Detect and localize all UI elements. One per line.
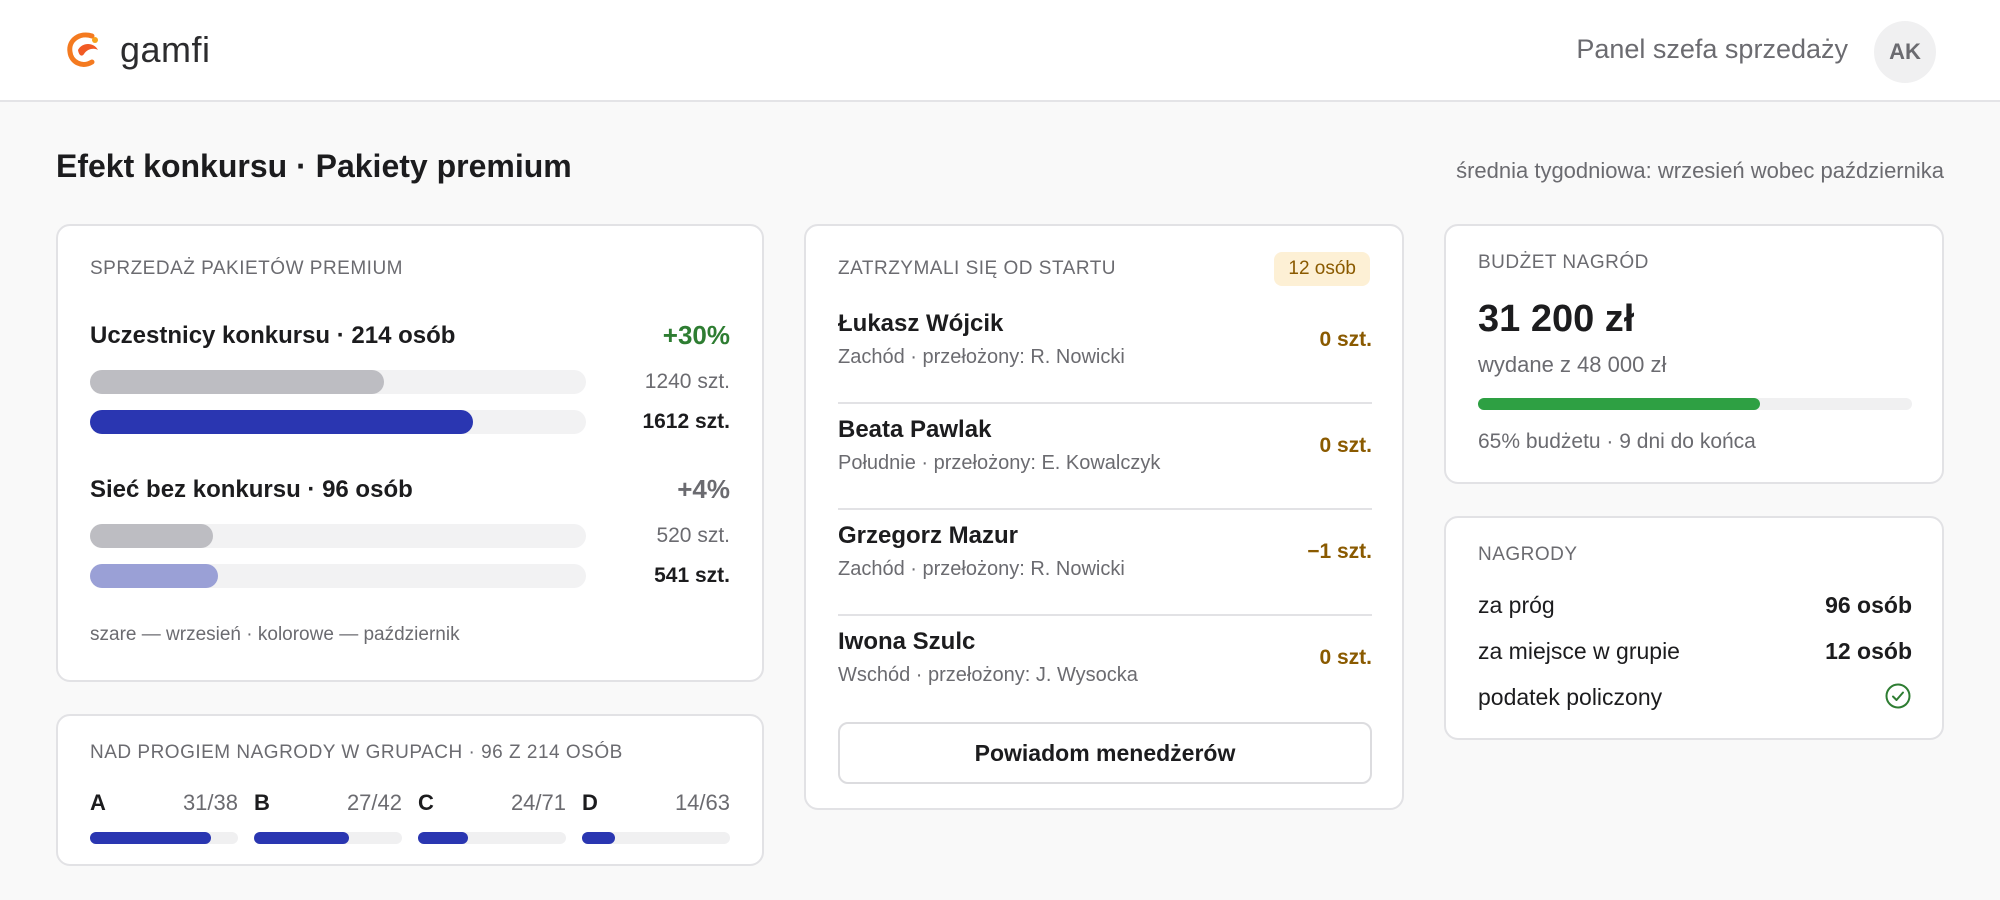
budget-spent-value: 31 200 zł <box>1478 298 1635 340</box>
group-progress-bar <box>90 832 211 844</box>
network-group-change: +4% <box>677 474 730 504</box>
group-progress-bar <box>254 832 349 844</box>
award-value: 12 osób <box>1825 638 1912 664</box>
september-value: 520 szt. <box>656 524 730 547</box>
avatar[interactable]: AK <box>1874 21 1936 83</box>
person-row[interactable]: Beata Pawlak Południe · przełożony: E. K… <box>838 404 1372 510</box>
group-progress-track <box>582 832 730 844</box>
divider <box>838 614 1372 616</box>
divider <box>838 402 1372 404</box>
october-bar-track <box>90 410 586 434</box>
october-value: 1612 szt. <box>642 410 730 433</box>
person-sales: 0 szt. <box>1319 646 1372 669</box>
panel-title: Panel szefa sprzedaży <box>1576 34 1848 64</box>
september-bar <box>90 370 384 394</box>
budget-total-text: wydane z 48 000 zł <box>1478 352 1667 377</box>
divider <box>838 508 1372 510</box>
september-bar-track <box>90 370 586 394</box>
october-bar <box>90 564 218 588</box>
person-sales: 0 szt. <box>1319 328 1372 351</box>
person-name: Beata Pawlak <box>838 416 992 443</box>
group-letter: D <box>582 790 598 815</box>
group-ratio: 31/38 <box>182 790 238 815</box>
card-label: Sprzedaż pakietów premium <box>90 258 404 279</box>
card-label: Budżet nagród <box>1478 252 1649 273</box>
award-label: za miejsce w grupie <box>1478 638 1680 664</box>
bar-legend: szare — wrzesień · kolorowe — październi… <box>90 624 460 645</box>
group-letter: A <box>90 790 106 815</box>
top-bar: gamfi Panel szefa sprzedaży AK <box>0 0 2000 102</box>
person-sales: 0 szt. <box>1319 434 1372 457</box>
page-title: Efekt konkursu · Pakiety premium <box>56 148 572 184</box>
logo[interactable]: gamfi <box>62 28 211 72</box>
budget-progress-track <box>1478 398 1912 410</box>
premium-sales-card: Sprzedaż pakietów premium Uczestnicy kon… <box>56 224 764 682</box>
person-meta: Zachód · przełożony: R. Nowicki <box>838 558 1125 580</box>
october-value: 541 szt. <box>654 564 730 587</box>
award-value: 96 osób <box>1825 592 1912 618</box>
logo-text: gamfi <box>120 29 211 70</box>
award-label: podatek policzony <box>1478 684 1663 710</box>
group-progress-track <box>418 832 566 844</box>
person-meta: Południe · przełożony: E. Kowalczyk <box>838 452 1161 474</box>
awards-card: Nagrody za próg 96 osób za miejsce w gru… <box>1444 516 1944 740</box>
person-name: Grzegorz Mazur <box>838 522 1019 549</box>
person-name: Łukasz Wójcik <box>838 310 1004 337</box>
page-subtitle: średnia tygodniowa: wrzesień wobec paźdz… <box>1456 158 1944 183</box>
award-row-tax: podatek policzony <box>1478 678 1912 718</box>
people-count-badge: 12 osób <box>1274 252 1370 286</box>
september-bar <box>90 524 213 548</box>
gamfi-logo-icon <box>67 32 98 67</box>
september-bar-track <box>90 524 586 548</box>
network-group-title: Sieć bez konkursu · 96 osób <box>90 476 413 503</box>
award-row-group-place: za miejsce w grupie 12 osób <box>1478 632 1912 672</box>
person-meta: Wschód · przełożony: J. Wysocka <box>838 664 1138 686</box>
person-meta: Zachód · przełożony: R. Nowicki <box>838 346 1125 368</box>
notify-managers-button[interactable]: Powiadom menedżerów <box>838 722 1372 784</box>
group-ratio: 27/42 <box>346 790 402 815</box>
budget-progress-bar <box>1478 398 1760 410</box>
reward-budget-card: Budżet nagród 31 200 zł wydane z 48 000 … <box>1444 224 1944 484</box>
person-name: Iwona Szulc <box>838 628 976 655</box>
group-letter: B <box>254 790 270 815</box>
group-ratio: 24/71 <box>510 790 566 815</box>
stopped-since-start-card: Zatrzymali się od startu 12 osób Łukasz … <box>804 224 1404 810</box>
card-label: Nad progiem nagrody w grupach · 96 z 214… <box>90 742 623 763</box>
card-label: Nagrody <box>1478 544 1578 565</box>
october-bar-track <box>90 564 586 588</box>
check-circle-icon <box>1885 683 1911 709</box>
october-bar <box>90 410 473 434</box>
contest-group-change: +30% <box>662 320 730 350</box>
card-label: Zatrzymali się od startu <box>838 258 1117 279</box>
budget-note: 65% budżetu · 9 dni do końca <box>1478 430 1756 453</box>
groups-threshold-card: Nad progiem nagrody w grupach · 96 z 214… <box>56 714 764 866</box>
group-progress-track <box>254 832 402 844</box>
person-row[interactable]: Łukasz Wójcik Zachód · przełożony: R. No… <box>838 298 1372 404</box>
september-value: 1240 szt. <box>644 370 730 393</box>
person-row[interactable]: Grzegorz Mazur Zachód · przełożony: R. N… <box>838 510 1372 616</box>
person-row[interactable]: Iwona Szulc Wschód · przełożony: J. Wyso… <box>838 616 1372 722</box>
award-label: za próg <box>1478 592 1555 618</box>
group-progress-bar <box>582 832 615 844</box>
person-sales: −1 szt. <box>1307 540 1372 563</box>
contest-group-title: Uczestnicy konkursu · 214 osób <box>90 322 456 349</box>
group-progress-track <box>90 832 238 844</box>
group-ratio: 14/63 <box>674 790 730 815</box>
group-letter: C <box>418 790 434 815</box>
award-row-threshold: za próg 96 osób <box>1478 586 1912 626</box>
group-progress-bar <box>418 832 468 844</box>
